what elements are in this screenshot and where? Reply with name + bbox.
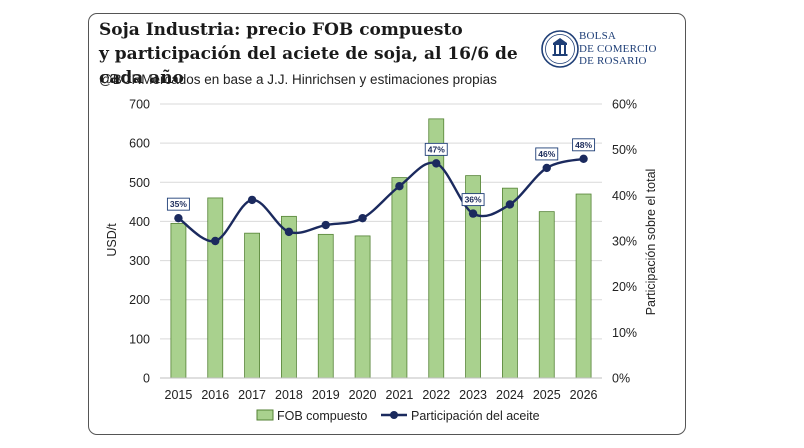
bcr-logo-text: BOLSA DE COMERCIO DE ROSARIO — [579, 30, 689, 68]
line-marker-2018 — [284, 227, 294, 237]
x-tick-label: 2020 — [349, 388, 377, 402]
data-labels: 35% 47% 36% 46% 48% — [166, 138, 596, 211]
y-tick-label: 400 — [129, 215, 150, 229]
data-label-box — [572, 138, 596, 152]
bar-2017 — [244, 232, 260, 379]
line-marker-2022 — [432, 159, 441, 168]
data-label: 46% — [535, 147, 559, 161]
y2-tick-label: 60% — [612, 98, 637, 112]
x-axis: 2015 2016 2017 2018 2019 2020 2021 2022 2023 2024… — [160, 377, 602, 402]
line-series — [174, 154, 588, 246]
data-label: 47% — [424, 142, 448, 156]
y-tick-label: 700 — [129, 98, 150, 112]
x-tick-label: 2024 — [496, 388, 524, 402]
bar-2016 — [207, 197, 224, 379]
legend-swatch-bar — [256, 409, 274, 421]
data-label-text: 47% — [428, 144, 445, 154]
y2-tick-label: 0% — [612, 372, 630, 386]
line-marker-2019 — [321, 220, 330, 230]
x-tick-label: 2016 — [201, 388, 229, 402]
y-tick-label: 100 — [129, 332, 150, 346]
bar-2026 — [575, 193, 592, 379]
logo-line-3: DE ROSARIO — [579, 55, 647, 67]
x-tick-label: 2022 — [422, 388, 450, 402]
legend-label-line: Participación del aceite — [411, 409, 540, 423]
legend-label-bar: FOB compuesto — [277, 409, 367, 423]
line-marker-2021 — [395, 182, 404, 191]
x-tick-label: 2021 — [386, 388, 414, 402]
y-tick-label: 500 — [129, 176, 150, 190]
x-tick-label: 2015 — [165, 388, 193, 402]
bar-2015 — [170, 222, 187, 379]
x-tick-label: 2017 — [238, 388, 266, 402]
y-tick-label: 300 — [129, 254, 150, 268]
chart-subtitle: @BCRMercados en base a J.J. Hinrichsen y… — [99, 72, 497, 87]
x-tick-label: 2026 — [570, 388, 598, 402]
logo-line-2: DE COMERCIO — [579, 42, 657, 55]
chart-title: Soja Industria: precio FOB compuesto y p… — [99, 18, 539, 90]
y-tick-label: 200 — [129, 293, 150, 307]
bar-2022 — [428, 118, 445, 379]
line-marker-2016 — [211, 236, 220, 246]
logo-line-1: BOLSA — [579, 30, 617, 42]
data-label-box — [461, 193, 485, 207]
gridlines — [160, 103, 602, 379]
bar-2019 — [317, 233, 334, 379]
bar-2024 — [502, 187, 518, 379]
legend-marker-line — [390, 411, 398, 419]
x-tick-label: 2025 — [533, 388, 561, 402]
data-label-text: 48% — [575, 140, 592, 150]
bar-series — [170, 118, 592, 379]
title-line-1: Soja Industria: precio FOB compuesto — [99, 20, 463, 40]
line-marker-2023 — [468, 209, 478, 218]
bar-2018 — [281, 215, 297, 379]
line-marker-2020 — [358, 213, 367, 223]
data-label: 35% — [166, 197, 190, 211]
y2-axis-title: Participación sobre el total — [644, 169, 658, 316]
y2-tick-label: 30% — [612, 235, 637, 249]
line-marker-2024 — [505, 200, 515, 209]
data-label: 36% — [461, 193, 485, 207]
data-label-box — [535, 147, 559, 161]
bcr-crest-icon — [541, 30, 579, 68]
data-label-text: 36% — [465, 195, 482, 205]
x-tick-label: 2018 — [275, 388, 303, 402]
bar-2020 — [354, 235, 371, 379]
y-tick-label: 600 — [129, 137, 150, 151]
x-tick-label: 2023 — [459, 388, 487, 402]
bar-2025 — [538, 211, 555, 379]
y-axis-title: USD/t — [105, 223, 119, 257]
y2-tick-label: 50% — [612, 143, 637, 157]
legend: FOB compuesto Participación del aceite — [256, 409, 540, 423]
y-axis-right: 0% 10% 20% 30% 40% 50% 60% — [612, 98, 637, 386]
title-line-2: y participación del aciete de soja, al 1… — [99, 44, 518, 88]
y2-tick-label: 20% — [612, 280, 637, 294]
x-tick-label: 2019 — [312, 388, 340, 402]
y-axis-left: 0 100 200 300 400 500 600 700 — [129, 98, 150, 386]
line-marker-2025 — [542, 163, 551, 173]
data-label-text: 35% — [170, 199, 187, 209]
participation-line — [177, 157, 584, 243]
data-label-box — [166, 197, 190, 211]
bar-2021 — [391, 177, 408, 379]
line-marker-2017 — [247, 195, 257, 205]
y2-tick-label: 40% — [612, 189, 637, 203]
data-label: 48% — [572, 138, 596, 152]
y-tick-label: 0 — [143, 372, 150, 386]
line-marker-2015 — [174, 213, 183, 223]
y2-tick-label: 10% — [612, 326, 637, 340]
data-label-text: 46% — [538, 149, 555, 159]
line-marker-2026 — [579, 154, 588, 163]
data-label-box — [424, 142, 448, 156]
